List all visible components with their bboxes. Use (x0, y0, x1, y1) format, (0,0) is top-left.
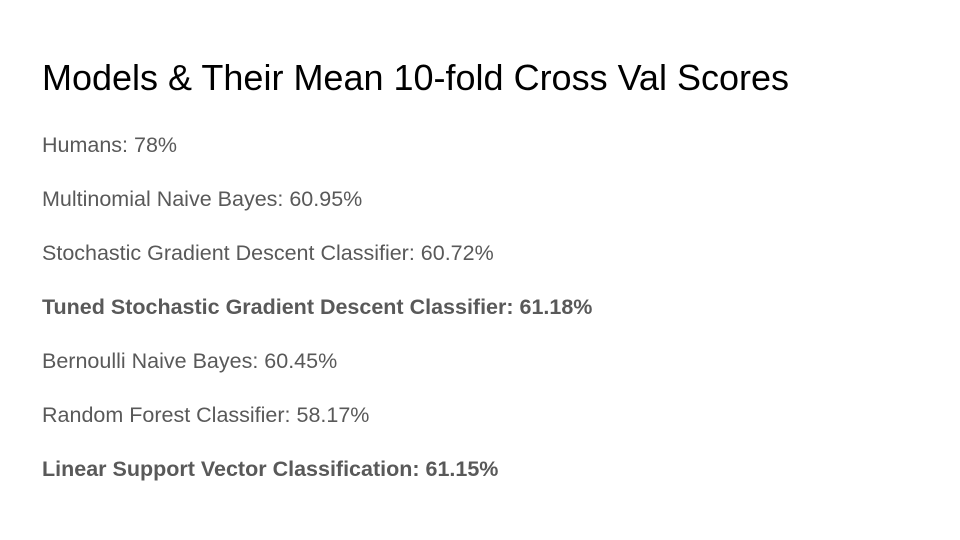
model-score-list: Humans: 78% Multinomial Naive Bayes: 60.… (42, 130, 592, 508)
score-item-bernoulli-naive-bayes: Bernoulli Naive Bayes: 60.45% (42, 349, 338, 373)
score-item-tuned-sgd-classifier: Tuned Stochastic Gradient Descent Classi… (42, 295, 593, 319)
score-item-humans: Humans: 78% (42, 133, 178, 157)
score-item-linear-svc: Linear Support Vector Classification: 61… (42, 457, 499, 481)
slide-title: Models & Their Mean 10-fold Cross Val Sc… (42, 57, 789, 98)
score-item-multinomial-naive-bayes: Multinomial Naive Bayes: 60.95% (42, 187, 363, 211)
score-item-sgd-classifier: Stochastic Gradient Descent Classifier: … (42, 241, 494, 265)
score-item-random-forest-classifier: Random Forest Classifier: 58.17% (42, 403, 370, 427)
